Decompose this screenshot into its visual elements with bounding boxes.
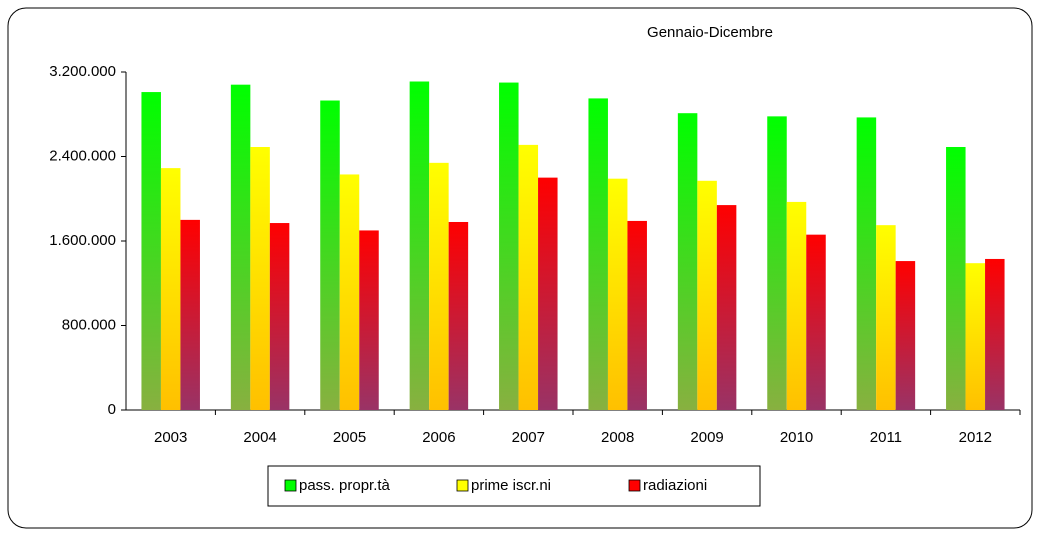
bar xyxy=(160,168,181,410)
bar xyxy=(320,100,340,411)
legend-label: radiazioni xyxy=(643,477,707,494)
bar xyxy=(985,258,1005,410)
bar xyxy=(716,205,737,410)
bar xyxy=(856,117,877,410)
legend-swatch xyxy=(456,479,469,492)
x-tick-label: 2011 xyxy=(870,429,902,446)
x-tick-label: 2008 xyxy=(601,429,634,446)
bar xyxy=(627,220,647,410)
y-tick-label: 1.600.000 xyxy=(49,232,116,249)
bar xyxy=(250,146,270,410)
x-tick-label: 2005 xyxy=(333,429,366,446)
y-tick-label: 0 xyxy=(108,401,116,418)
x-tick-label: 2004 xyxy=(243,429,276,446)
x-tick-label: 2012 xyxy=(959,429,992,446)
bar xyxy=(786,201,807,410)
bar xyxy=(677,113,698,410)
x-tick-label: 2009 xyxy=(690,429,723,446)
legend-label: prime iscr.ni xyxy=(471,477,551,494)
x-tick-label: 2007 xyxy=(512,429,545,446)
x-tick-label: 2003 xyxy=(154,429,187,446)
bar xyxy=(946,146,966,410)
bar xyxy=(141,92,161,410)
x-tick-label: 2006 xyxy=(422,429,455,446)
y-tick-label: 3.200.000 xyxy=(49,63,116,80)
legend-swatch xyxy=(628,479,641,492)
y-tick-label: 800.000 xyxy=(62,316,116,333)
bar xyxy=(448,221,469,410)
bar xyxy=(499,82,519,410)
bar xyxy=(269,223,290,410)
bar xyxy=(607,178,628,410)
bar xyxy=(230,84,251,411)
bar xyxy=(339,174,360,410)
bar xyxy=(767,116,787,411)
bar xyxy=(965,263,986,410)
bar xyxy=(588,98,608,410)
bar xyxy=(359,230,379,410)
legend-box xyxy=(267,465,761,507)
chart-title: Gennaio-Dicembre xyxy=(647,24,773,41)
bar xyxy=(538,177,558,410)
x-tick-label: 2010 xyxy=(780,429,813,446)
bar xyxy=(518,144,539,410)
bar xyxy=(429,162,449,410)
legend-label: pass. propr.tà xyxy=(299,477,391,494)
bar xyxy=(409,81,430,410)
y-tick-label: 2.400.000 xyxy=(49,147,116,164)
bar xyxy=(895,261,916,410)
legend-swatch xyxy=(284,479,297,492)
bar xyxy=(876,225,896,410)
bar xyxy=(806,234,826,410)
bar xyxy=(697,180,717,410)
bar xyxy=(180,219,200,410)
